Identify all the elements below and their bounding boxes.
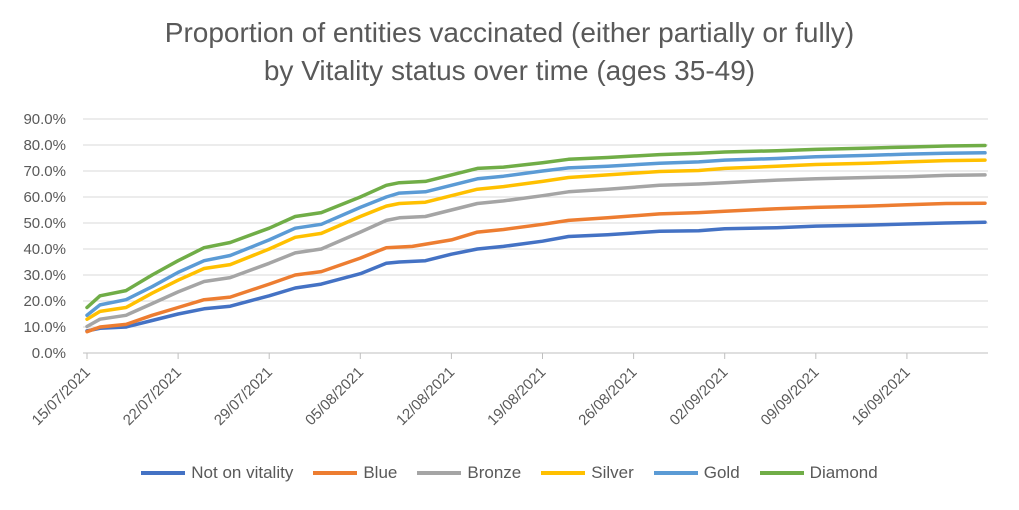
legend-swatch: [313, 471, 358, 475]
legend-label: Blue: [363, 463, 398, 482]
legend: Not on vitality Blue Bronze Silver Gold Diamo…: [0, 463, 1019, 483]
y-tick-label: 20.0%: [23, 293, 66, 310]
y-tick-label: 80.0%: [23, 137, 66, 154]
legend-swatch: [653, 471, 698, 475]
y-tick-label: 10.0%: [23, 319, 66, 336]
legend-swatch: [759, 471, 804, 475]
x-tick-label: 09/09/2021: [758, 364, 823, 429]
legend-swatch: [417, 471, 462, 475]
x-tick-label: 05/08/2021: [302, 364, 367, 429]
series-line-silver: [85, 158, 987, 321]
y-tick-label: 60.0%: [23, 189, 66, 206]
x-tick-label: 02/09/2021: [666, 364, 731, 429]
legend-swatch: [141, 471, 186, 475]
x-tick-label: 19/08/2021: [484, 364, 549, 429]
y-tick-label: 90.0%: [23, 111, 66, 128]
legend-label: Silver: [591, 463, 634, 482]
x-axis: [83, 352, 988, 359]
x-tick-label: 12/08/2021: [393, 364, 458, 429]
series-line-gold: [85, 151, 987, 318]
y-tick-label: 30.0%: [23, 267, 66, 284]
legend-item-bronze: Bronze: [417, 463, 521, 483]
x-tick-label: 16/09/2021: [849, 364, 914, 429]
chart-title-line-2: by Vitality status over time (ages 35-49…: [263, 55, 756, 86]
series-line-diamond: [85, 143, 987, 310]
legend-item-blue: Blue: [313, 463, 397, 483]
y-tick-label: 40.0%: [23, 241, 66, 258]
legend-label: Diamond: [809, 463, 878, 482]
chart-title-line-1: Proportion of entities vaccinated (eithe…: [164, 17, 855, 48]
x-tick-label: 15/07/2021: [29, 364, 94, 429]
legend-label: Gold: [703, 463, 740, 482]
series-lines: [85, 143, 987, 334]
series-line-blue: [85, 201, 987, 334]
y-axis-tick-labels: 0.0% 10.0% 20.0% 30.0% 40.0% 50.0% 60.0% 70.0% 8…: [23, 111, 66, 362]
legend-item-gold: Gold: [653, 463, 740, 483]
chart-title: Proportion of entities vaccinated (eithe…: [0, 14, 1019, 90]
legend-swatch: [541, 471, 586, 475]
x-axis-tick-labels: 15/07/2021 22/07/2021 29/07/2021 05/08/2021…: [29, 364, 914, 429]
y-tick-label: 70.0%: [23, 163, 66, 180]
legend-item-not-on-vitality: Not on vitality: [141, 463, 293, 483]
x-tick-label: 26/08/2021: [575, 364, 640, 429]
y-tick-label: 50.0%: [23, 215, 66, 232]
legend-label: Bronze: [467, 463, 522, 482]
legend-item-silver: Silver: [541, 463, 634, 483]
y-tick-label: 0.0%: [32, 345, 66, 362]
series-line-bronze: [85, 173, 987, 329]
legend-label: Not on vitality: [191, 463, 294, 482]
series-line-not-on-vitality: [85, 220, 987, 333]
x-tick-label: 22/07/2021: [120, 364, 185, 429]
legend-item-diamond: Diamond: [759, 463, 878, 483]
x-tick-label: 29/07/2021: [211, 364, 276, 429]
